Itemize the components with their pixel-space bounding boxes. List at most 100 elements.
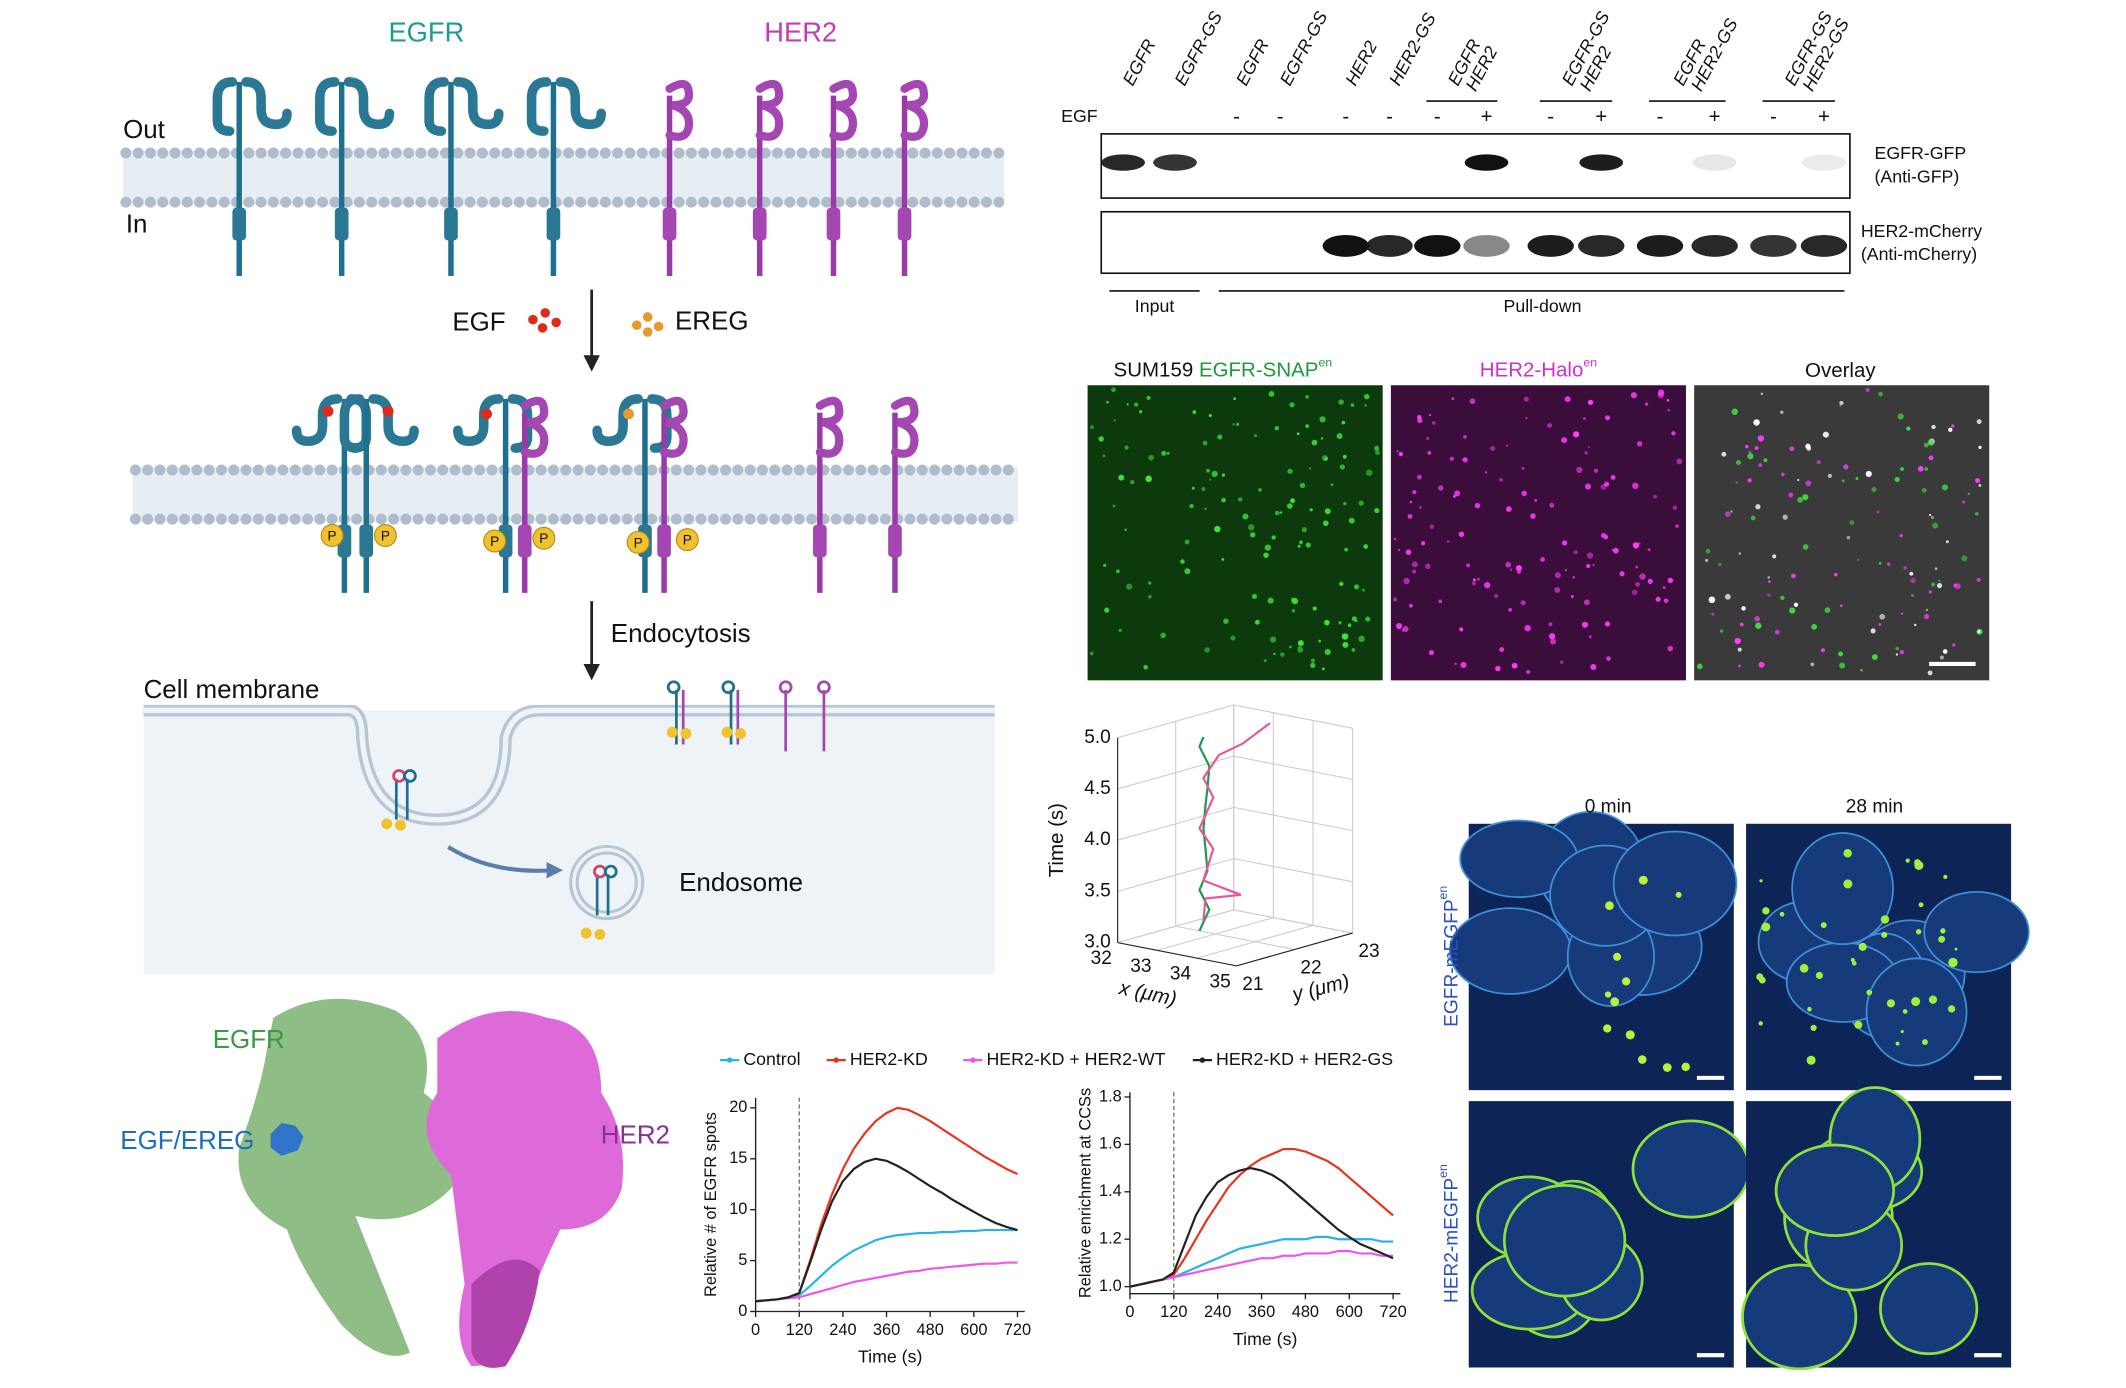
- y-axis-label: y (μm): [1288, 970, 1352, 1007]
- y-tick-label: 10: [729, 1200, 747, 1218]
- spot: [1588, 635, 1592, 639]
- legend-marker: [970, 1057, 976, 1063]
- egf-sign: +: [1481, 105, 1493, 128]
- spot: [1816, 459, 1821, 465]
- charts: 0 5 10 15 20 0 120 240 360 480 600 720 Time (s) Relat…: [702, 704, 1407, 1367]
- spot: [1974, 511, 1979, 516]
- microscopy: [1087, 385, 1990, 681]
- trajectory: [1198, 722, 1271, 922]
- spot: [1232, 423, 1235, 426]
- spot: [1909, 571, 1914, 576]
- x-tick-label: 35: [1209, 971, 1230, 992]
- lane-label: EGFR: [1232, 36, 1273, 89]
- vesicle: [1948, 957, 1958, 968]
- x-tick-label: 240: [829, 1321, 856, 1339]
- spot: [1925, 608, 1929, 612]
- image-panel: [1390, 385, 1686, 681]
- spot: [1374, 508, 1380, 514]
- cell: [1923, 890, 2030, 974]
- spot: [1204, 507, 1207, 511]
- spot: [1753, 419, 1760, 426]
- vesicle: [1759, 879, 1763, 883]
- spot: [1895, 653, 1899, 656]
- spot: [1730, 510, 1733, 513]
- spot: [1296, 432, 1300, 436]
- spot: [1221, 473, 1226, 477]
- spot: [1667, 408, 1671, 412]
- vesicle: [1758, 976, 1766, 984]
- y-tick-label: 22: [1300, 958, 1321, 979]
- spot: [1705, 558, 1709, 563]
- spot: [1676, 458, 1683, 465]
- vesicle: [1810, 1024, 1817, 1032]
- spot: [1271, 535, 1276, 540]
- spot: [1564, 568, 1568, 572]
- band: [1366, 234, 1413, 257]
- spot: [1942, 649, 1948, 654]
- spot: [1721, 451, 1727, 457]
- spot: [1662, 586, 1666, 590]
- egf-sign: -: [1434, 105, 1441, 128]
- spot: [1938, 579, 1941, 582]
- spot: [1878, 391, 1883, 397]
- x-tick-label: 480: [917, 1321, 944, 1339]
- spot: [1924, 467, 1929, 471]
- spot: [1161, 450, 1167, 456]
- grid-line: [1175, 925, 1295, 951]
- spot: [1903, 566, 1907, 570]
- cell: [1774, 1143, 1896, 1238]
- x-tick-label: 720: [1379, 1303, 1406, 1321]
- spot: [1791, 573, 1796, 579]
- spot: [1290, 597, 1296, 603]
- spot: [1118, 474, 1125, 481]
- spot: [1735, 481, 1738, 484]
- spot: [1344, 547, 1349, 552]
- spot: [1484, 471, 1488, 474]
- spot: [1758, 463, 1763, 467]
- spot: [1635, 582, 1640, 587]
- cell: [1791, 832, 1894, 946]
- spot: [1548, 622, 1553, 627]
- vesicle: [1762, 907, 1770, 915]
- cell-membrane-label: Cell membrane: [144, 676, 320, 704]
- spot: [1484, 581, 1491, 589]
- spot: [1223, 618, 1229, 624]
- spot: [1341, 633, 1349, 640]
- spot: [1403, 577, 1410, 585]
- spot: [1797, 497, 1803, 503]
- band: [1692, 154, 1737, 171]
- cell: [1865, 957, 1968, 1067]
- spot: [1899, 649, 1905, 655]
- spot: [1586, 564, 1591, 568]
- vesicle: [1854, 1020, 1863, 1029]
- spot: [1802, 494, 1809, 501]
- y-tick-label: 23: [1358, 941, 1379, 962]
- input-label: Input: [1135, 296, 1175, 316]
- vesicle: [1886, 999, 1896, 1008]
- spot: [1547, 423, 1552, 428]
- patch: [1638, 875, 1648, 885]
- spot: [1581, 621, 1589, 628]
- phospho-circle: [320, 524, 344, 548]
- spot: [1363, 544, 1369, 549]
- spot: [1274, 510, 1280, 516]
- spot: [1364, 404, 1367, 407]
- spot: [1897, 413, 1904, 420]
- in-label: In: [126, 210, 148, 238]
- spot: [1521, 467, 1525, 470]
- spot: [1318, 639, 1322, 643]
- spot: [1619, 571, 1625, 577]
- spot: [1934, 567, 1938, 571]
- y-tick-label: 1.0: [1099, 1277, 1122, 1295]
- spot: [1098, 436, 1104, 442]
- spot: [1948, 427, 1953, 432]
- spot: [1573, 550, 1578, 555]
- spot: [1472, 578, 1476, 582]
- egf-sign: -: [1770, 105, 1777, 128]
- patch: [1604, 991, 1612, 998]
- spot: [1462, 457, 1468, 463]
- spot: [1408, 603, 1413, 608]
- series-line: [755, 1261, 1018, 1303]
- spot: [1273, 652, 1276, 656]
- spot: [1270, 636, 1277, 643]
